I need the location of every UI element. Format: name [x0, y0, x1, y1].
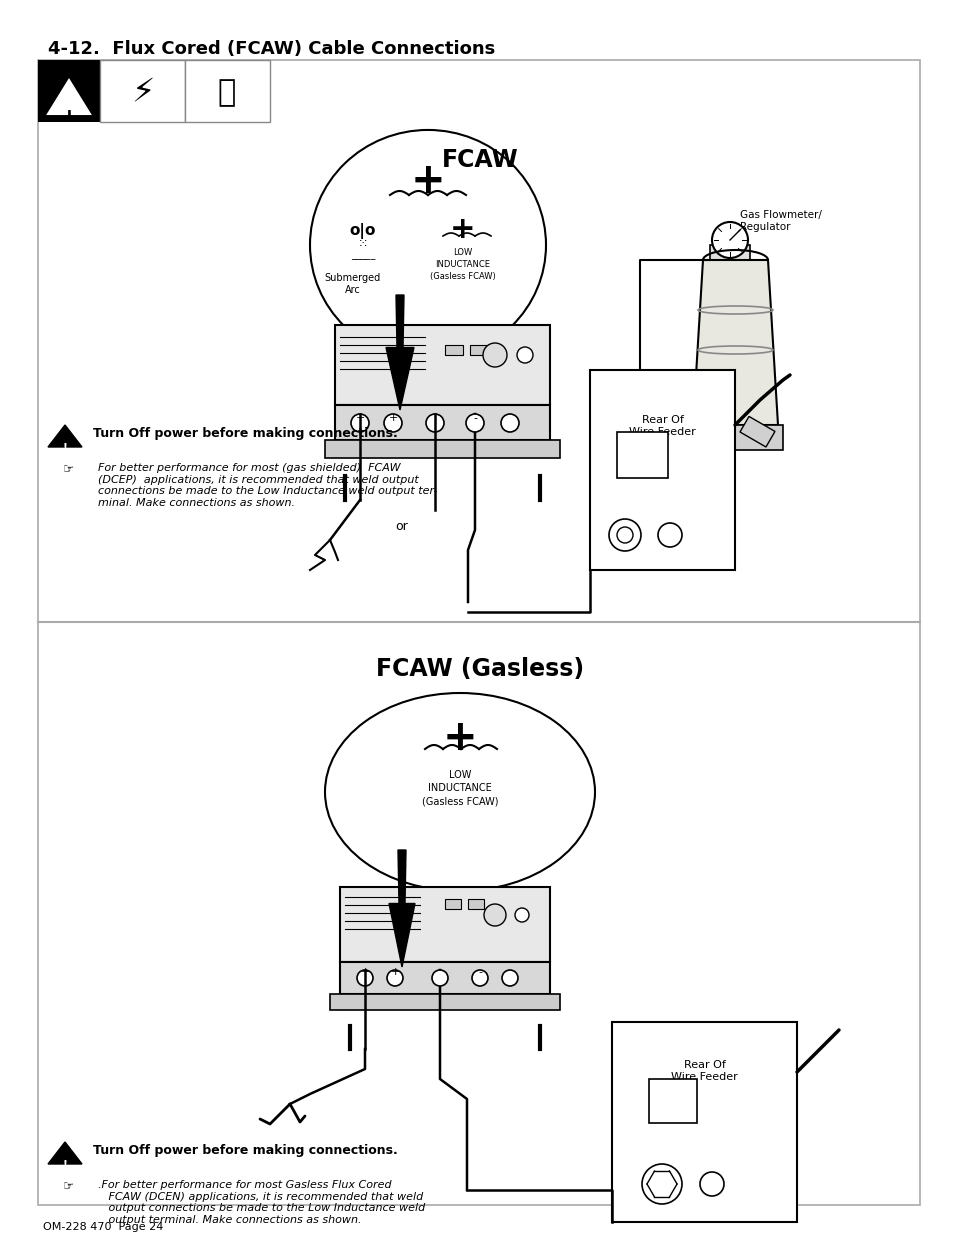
Circle shape: [351, 414, 369, 432]
Text: +: +: [390, 967, 399, 977]
Circle shape: [515, 908, 529, 923]
FancyBboxPatch shape: [617, 432, 667, 478]
Circle shape: [501, 969, 517, 986]
Text: Gas Flowmeter/
Regulator: Gas Flowmeter/ Regulator: [740, 210, 821, 232]
Text: o|o: o|o: [350, 224, 375, 240]
Bar: [38, 61, 100, 122]
Bar: [589, 370, 734, 571]
Polygon shape: [389, 850, 415, 967]
Text: +: +: [410, 161, 445, 203]
Text: .For better performance for most Gasless Flux Cored
   FCAW (DCEN) applications,: .For better performance for most Gasless…: [98, 1179, 425, 1225]
Text: 4-12.  Flux Cored (FCAW) Cable Connections: 4-12. Flux Cored (FCAW) Cable Connection…: [48, 40, 495, 58]
Bar: [687, 425, 782, 450]
Polygon shape: [48, 425, 82, 447]
Text: ☞: ☞: [63, 463, 74, 475]
Text: +: +: [442, 718, 476, 760]
Bar: [612, 1023, 796, 1221]
Text: +: +: [360, 967, 370, 977]
Text: !: !: [63, 1160, 68, 1170]
Bar: [330, 994, 559, 1010]
Circle shape: [387, 969, 402, 986]
Text: +: +: [388, 412, 397, 424]
Bar: [740, 416, 774, 447]
Text: or: or: [395, 520, 408, 534]
Circle shape: [711, 222, 747, 258]
Polygon shape: [48, 80, 90, 114]
Polygon shape: [692, 261, 778, 425]
Bar: [470, 345, 488, 354]
Bar: [444, 899, 460, 909]
Bar: [468, 899, 483, 909]
Text: ☞: ☞: [63, 1179, 74, 1193]
Circle shape: [641, 1165, 681, 1204]
Bar: [335, 325, 550, 405]
Bar: [444, 345, 462, 354]
Text: Turn Off power before making connections.: Turn Off power before making connections…: [92, 1144, 397, 1157]
Bar: [339, 962, 550, 994]
Text: !: !: [63, 443, 68, 453]
Text: Rear Of
Wire Feeder: Rear Of Wire Feeder: [670, 1060, 737, 1082]
Circle shape: [500, 414, 518, 432]
Text: OM-228 470  Page 24: OM-228 470 Page 24: [43, 1221, 163, 1233]
Text: !: !: [66, 110, 72, 125]
Circle shape: [465, 414, 483, 432]
Text: -: -: [473, 412, 476, 424]
Circle shape: [482, 343, 506, 367]
Circle shape: [517, 347, 533, 363]
Text: +: +: [450, 215, 476, 245]
Text: FCAW (Gasless): FCAW (Gasless): [375, 657, 583, 680]
Text: LOW
INDUCTANCE
(Gasless FCAW): LOW INDUCTANCE (Gasless FCAW): [421, 769, 497, 806]
Circle shape: [356, 969, 373, 986]
Text: 🥽: 🥽: [217, 78, 236, 107]
Text: ⁙: ⁙: [357, 238, 368, 251]
FancyBboxPatch shape: [648, 1079, 697, 1123]
Circle shape: [700, 1172, 723, 1195]
Text: ⚡: ⚡: [132, 75, 154, 107]
Bar: [38, 61, 919, 622]
Circle shape: [608, 519, 640, 551]
Polygon shape: [386, 295, 414, 410]
Circle shape: [483, 904, 505, 926]
Bar: [100, 61, 185, 122]
Circle shape: [617, 527, 633, 543]
Text: Turn Off power before making connections.: Turn Off power before making connections…: [92, 427, 397, 440]
Text: LOW
INDUCTANCE
(Gasless FCAW): LOW INDUCTANCE (Gasless FCAW): [430, 248, 496, 280]
Text: For better performance for most (gas shielded)  FCAW
(DCEP)  applications, it is: For better performance for most (gas shi…: [98, 463, 437, 508]
Ellipse shape: [325, 693, 595, 890]
Bar: [709, 245, 749, 280]
Bar: [325, 440, 559, 458]
Bar: [185, 61, 270, 122]
Text: _____: _____: [351, 249, 375, 261]
Circle shape: [432, 969, 448, 986]
Polygon shape: [48, 1142, 82, 1165]
Text: -: -: [477, 967, 481, 977]
Bar: [339, 887, 550, 962]
Circle shape: [384, 414, 401, 432]
Bar: [38, 622, 919, 1205]
Text: +: +: [355, 412, 364, 424]
Ellipse shape: [310, 130, 545, 361]
Circle shape: [426, 414, 443, 432]
Text: Submerged
Arc: Submerged Arc: [325, 273, 381, 295]
Text: FCAW: FCAW: [441, 148, 517, 172]
Text: Rear Of
Wire Feeder: Rear Of Wire Feeder: [628, 415, 695, 437]
Bar: [335, 405, 550, 440]
Circle shape: [472, 969, 488, 986]
Circle shape: [658, 522, 681, 547]
